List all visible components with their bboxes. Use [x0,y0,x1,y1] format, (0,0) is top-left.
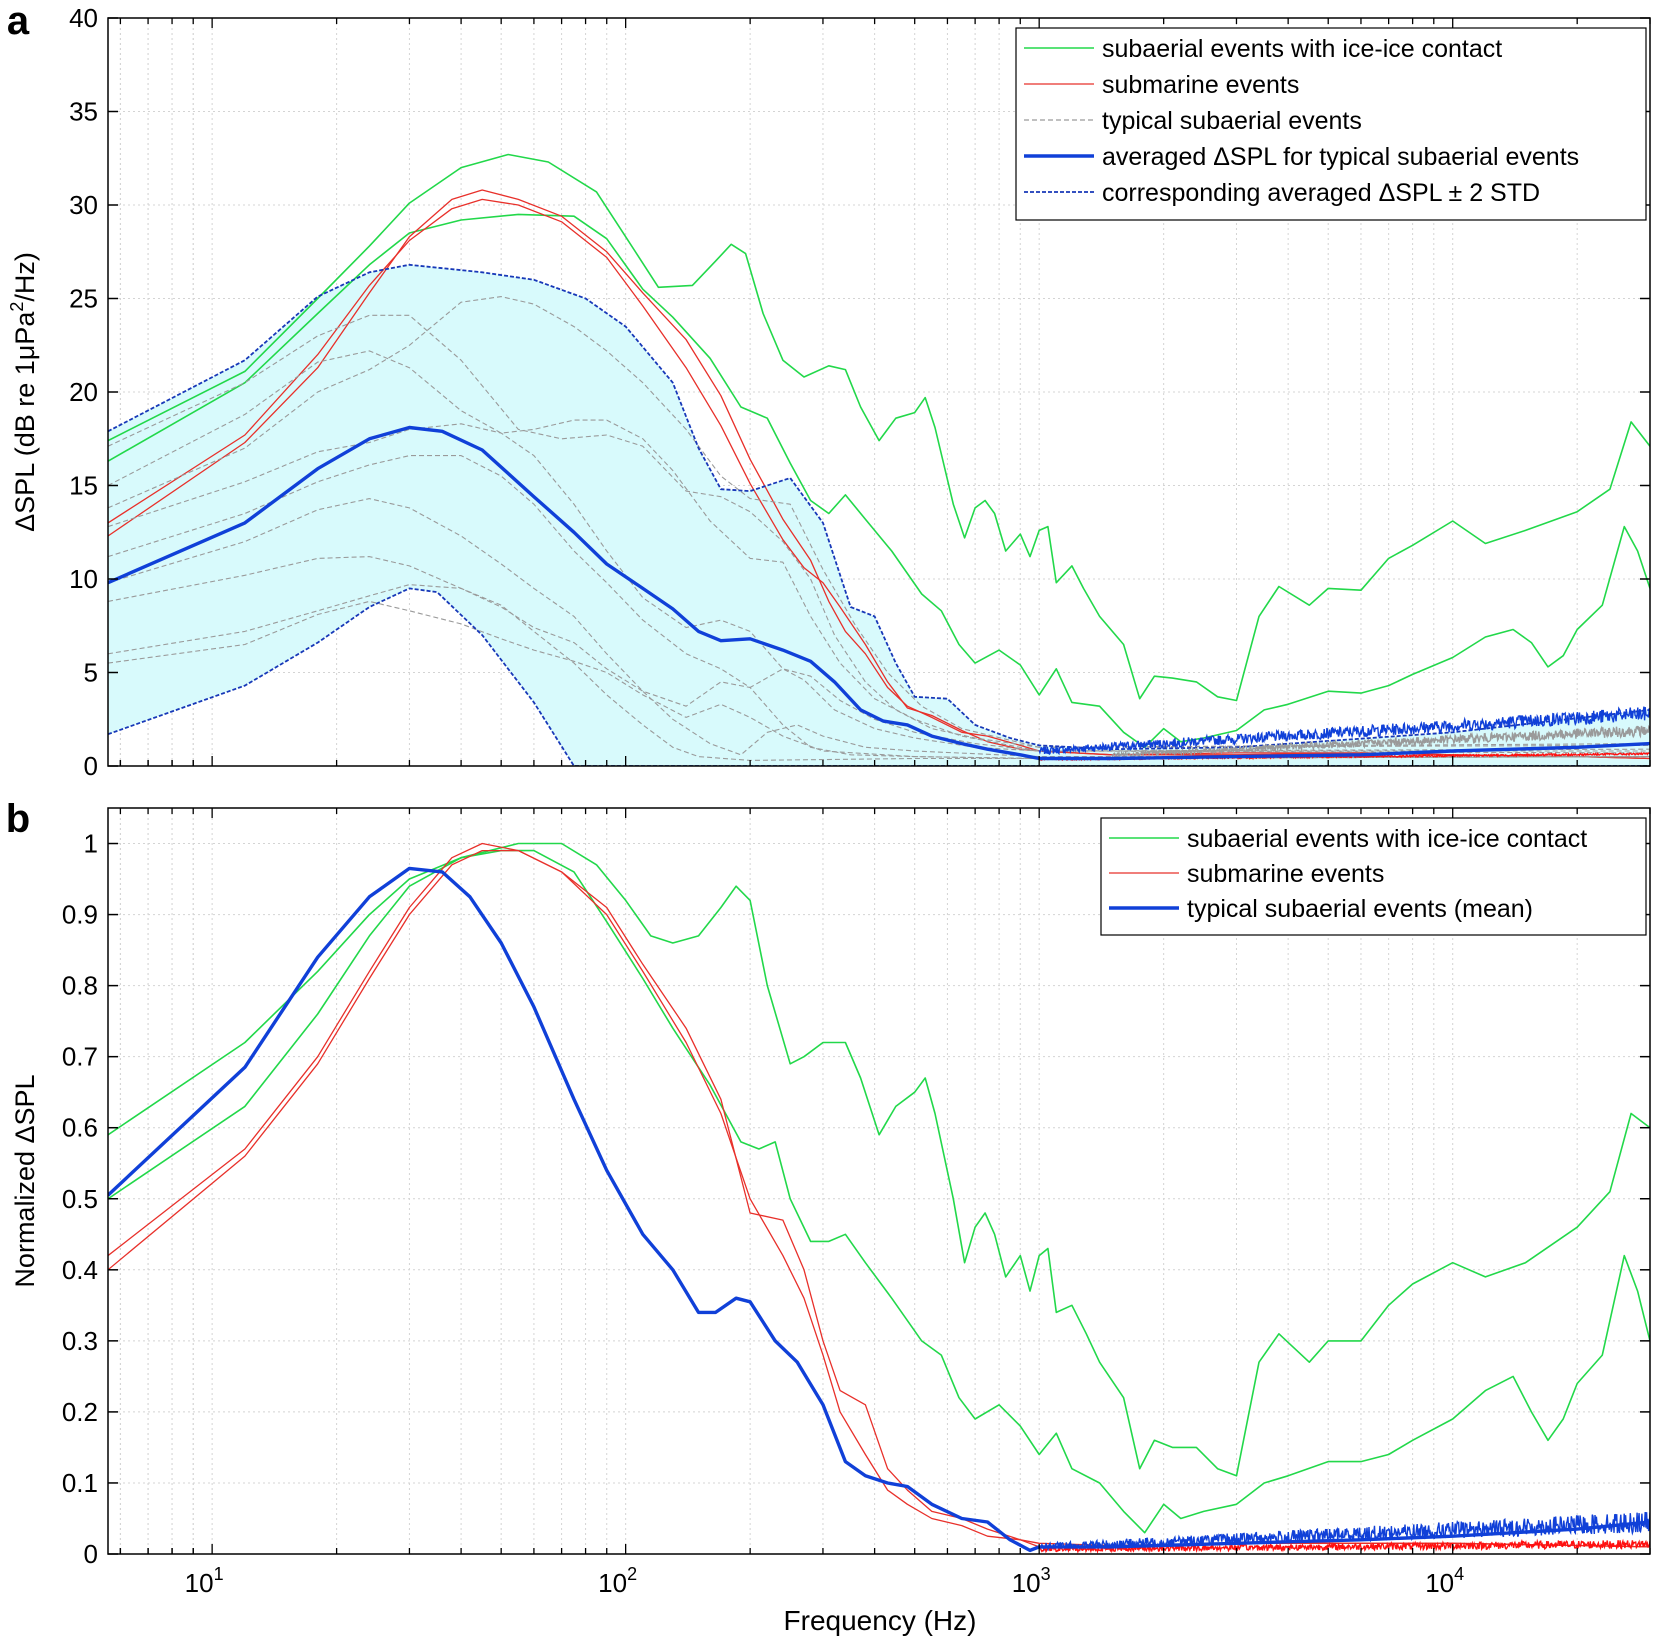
plot-area [108,153,1650,766]
y-tick-label: 0 [84,1539,98,1569]
series-line-gray [108,584,1650,761]
legend-label: typical subaerial events (mean) [1187,895,1533,923]
y-tick-label: 0.3 [62,1326,98,1356]
series-line-gray [108,296,1650,748]
y-tick-label: 0.5 [62,1184,98,1214]
y-axis-title: Normalized ΔSPL [10,1074,40,1287]
legend-label: submarine events [1187,860,1384,888]
y-tick-label: 0.8 [62,971,98,1001]
series-line-red [108,198,1650,760]
y-tick-label: 0.2 [62,1397,98,1427]
x-tick-label: 104 [1425,1564,1464,1598]
legend: subaerial events with ice-ice contact sub… [1100,817,1647,936]
y-tick-label: 15 [69,471,98,501]
series-line-gray [108,498,1650,758]
std-band [108,264,1650,766]
panel-b: 0 0.1 0.2 0.3 0.4 0.5 0.6 0.7 0.8 0.9 1 101 102 103 10… [6,797,1651,1598]
plot-area [108,842,1650,1554]
series-line-gray [108,556,1650,760]
y-tick-label: 25 [69,284,98,314]
x-tick-label: 103 [1012,1564,1051,1598]
y-tick-label: 5 [84,658,98,688]
noise-trace [1038,706,1650,756]
series-line-green [108,842,1650,1477]
y-tick-label: 0.1 [62,1468,98,1498]
x-axis-title: Frequency (Hz) [784,1605,977,1636]
series-line-green [108,213,1650,749]
legend-box [1015,27,1647,221]
y-tick-label: 20 [69,377,98,407]
series-line-blue [108,866,1650,1553]
y-tick-label: 40 [69,3,98,33]
y-tick-label: 10 [69,564,98,594]
legend: subaerial events with ice-ice contact sub… [1015,27,1647,221]
legend-label: averaged ΔSPL for typical subaerial even… [1102,143,1579,171]
y-tick-label: 0.4 [62,1255,98,1285]
x-tick-label: 102 [598,1564,637,1598]
legend-label: submarine events [1102,71,1299,99]
y-tick-label: 30 [69,190,98,220]
series-line-navy [108,263,1650,751]
y-tick-label: 0.9 [62,900,98,930]
series-line-navy [108,587,1650,766]
series-line-red [108,842,1650,1548]
series-line-green [108,849,1650,1534]
series-line-blue [108,425,1650,761]
y-tick-label: 1 [84,829,98,859]
y-tick-label: 0 [84,751,98,781]
series-line-green [108,153,1650,702]
legend-box [1100,817,1647,936]
legend-label: typical subaerial events [1102,107,1362,135]
axes-frame [107,807,1651,1555]
y-axis-title: ΔSPL (dB re 1μPa2/Hz) [7,252,40,532]
series-line-gray [108,423,1650,752]
panel-a: 0 5 10 15 20 25 30 35 40 ΔSPL (dB re 1μPa2/Hz) a su… [7,0,1651,781]
y-tick-label: 35 [69,97,98,127]
noise-trace [1038,1511,1650,1552]
grid [108,808,1651,1555]
x-tick-label: 101 [185,1564,224,1598]
noise-trace [1111,724,1650,759]
panel-label: b [6,797,30,841]
legend-label: subaerial events with ice-ice contact [1187,825,1587,853]
series-line-gray [108,455,1650,754]
legend-label: corresponding averaged ΔSPL ± 2 STD [1102,179,1540,207]
y-tick-label: 0.7 [62,1042,98,1072]
panel-label: a [7,0,30,43]
legend-label: subaerial events with ice-ice contact [1102,35,1502,63]
y-tick-label: 0.6 [62,1113,98,1143]
